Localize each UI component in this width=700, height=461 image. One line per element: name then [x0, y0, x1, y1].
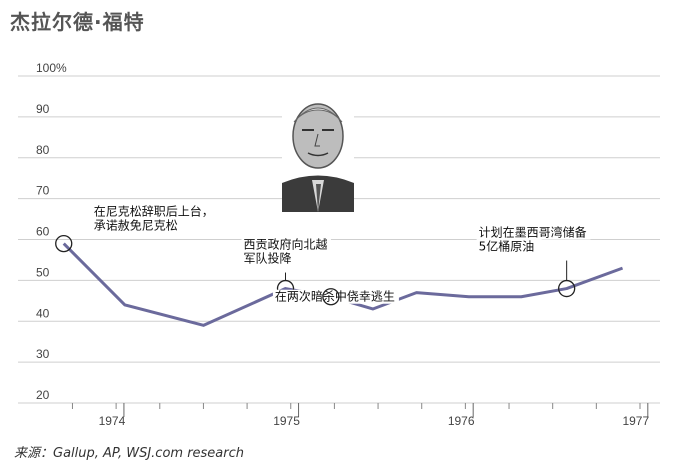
annotation-bg [272, 289, 399, 304]
portrait-tie [316, 184, 321, 212]
series-line [62, 242, 624, 327]
y-tick-label: 70 [36, 184, 50, 198]
annotation-text: 在尼克松辞职后上台， [94, 204, 214, 219]
y-tick-label: 30 [36, 347, 50, 361]
annotation-bg [476, 225, 591, 240]
annotation-text: 计划在墨西哥湾储备 [479, 225, 587, 240]
annotation-bg [476, 239, 542, 254]
annotation-text: 5亿桶原油 [479, 239, 535, 254]
annotation-bg [91, 204, 218, 219]
y-tick-label: 90 [36, 102, 50, 116]
y-tick-label: 80 [36, 143, 50, 157]
x-axis: 1974 1975 1976 1977 [71, 403, 649, 428]
x-tick-label: 1974 [99, 414, 126, 428]
portrait-nose [314, 133, 320, 147]
annotation-text: 在两次暗杀中侥幸逃生 [275, 289, 395, 304]
ford-portrait [282, 88, 354, 212]
y-tick-label: 50 [36, 265, 50, 279]
y-tick-label: 40 [36, 306, 50, 320]
annotation-text: 承诺赦免尼克松 [94, 218, 178, 233]
y-tick-label: 100% [36, 61, 67, 75]
y-tick-label: 60 [36, 225, 50, 239]
chart-source: 来源：Gallup, AP, WSJ.com research [14, 446, 245, 461]
annotation-bg [241, 251, 295, 266]
y-tick-label: 20 [36, 388, 50, 402]
x-tick-label: 1975 [273, 414, 300, 428]
x-tick-label: 1976 [448, 414, 475, 428]
series-layer [62, 242, 624, 327]
annotation-marker [558, 279, 576, 298]
chart-title: 杰拉尔德·福特 [10, 10, 145, 34]
annotation-marker [322, 288, 340, 306]
portrait-hair [293, 107, 343, 123]
annotation-bg [241, 237, 331, 252]
x-tick-label: 1977 [622, 414, 649, 428]
annotation-text: 军队投降 [244, 251, 292, 266]
portrait-mouth [307, 152, 329, 157]
annotation-marker [55, 234, 73, 253]
annotation-bg [91, 218, 182, 233]
annotation-text: 西贡政府向北越 [244, 237, 328, 252]
grid-layer: 100% 90 80 70 60 50 40 30 20 [18, 61, 660, 404]
